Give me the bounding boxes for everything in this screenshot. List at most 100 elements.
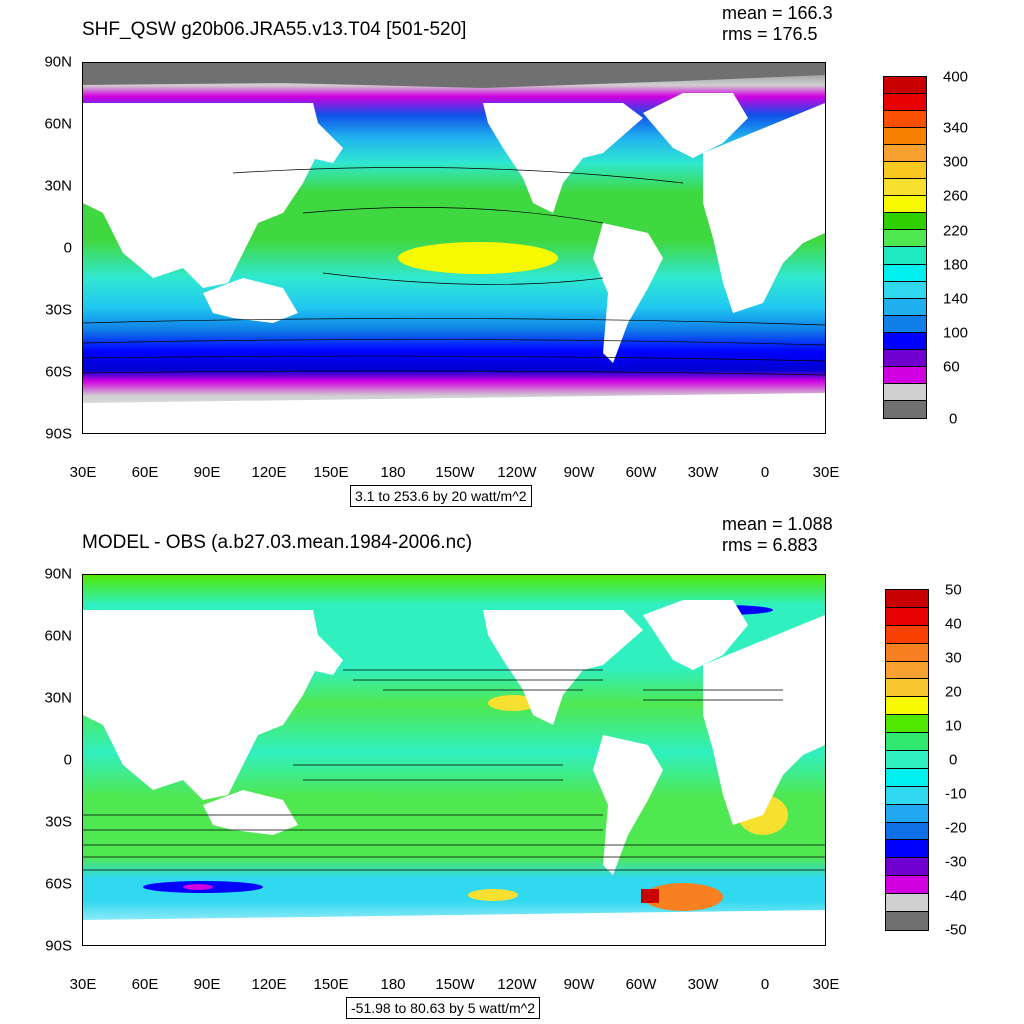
lon-label: 150W [435, 464, 475, 481]
lat-label-90n: 90N [44, 565, 72, 583]
equatorial-max [398, 242, 558, 274]
colorbar-swatch [884, 383, 926, 401]
colorbar-swatch [886, 697, 928, 716]
lon-label: 150E [313, 464, 349, 481]
colorbar-swatch [884, 298, 926, 316]
map-frame [82, 62, 826, 434]
land-mask [83, 93, 825, 433]
colorbar-label: -30 [945, 853, 967, 871]
lon-label: 90W [563, 464, 595, 481]
contour-lines [83, 669, 825, 871]
positive-anomaly [641, 889, 659, 903]
colorbar-swatch [884, 77, 926, 95]
lat-label-60s: 60S [45, 363, 72, 381]
colorbar-swatch [884, 366, 926, 384]
lon-label: 30E [812, 464, 840, 481]
mean-label: mean = 166.3 [722, 3, 833, 23]
rms-label: rms = 6.883 [722, 535, 818, 555]
lon-label: 60W [625, 464, 657, 481]
colorbar-swatch [886, 733, 928, 752]
lon-label: 120E [251, 464, 287, 481]
lon-label: 120E [251, 976, 287, 993]
colorbar-label: 220 [943, 222, 969, 240]
field-map [83, 63, 825, 433]
panel-model-minus-obs: MODEL - OBS (a.b27.03.mean.1984-2006.nc)… [0, 512, 1024, 1024]
lon-label: 90E [193, 976, 221, 993]
colorbar-swatch [884, 264, 926, 282]
colorbar-swatch [884, 162, 926, 180]
colorbar-swatch [884, 400, 926, 418]
lon-label: 90E [193, 464, 221, 481]
colorbar-swatch [886, 858, 928, 877]
colorbar-swatch [886, 715, 928, 734]
colorbar-swatch [886, 768, 928, 787]
colorbar-swatch [886, 590, 928, 608]
colorbar-swatch [886, 876, 928, 895]
lon-label: 90W [563, 976, 595, 993]
colorbar-swatch [884, 281, 926, 299]
panel-shf-qsw: SHF_QSW g20b06.JRA55.v13.T04 [501-520] m… [44, 3, 969, 507]
colorbar-label: 140 [943, 290, 969, 308]
colorbar-swatch [884, 349, 926, 367]
lat-label-90s: 90S [45, 425, 72, 443]
difference-map [83, 575, 825, 945]
positive-anomaly [468, 889, 518, 901]
colorbar-label: 50 [945, 581, 962, 599]
colorbar-swatch [884, 213, 926, 231]
colorbar-swatch [884, 145, 926, 163]
colorbar-label: 260 [943, 187, 969, 205]
rms-label: rms = 176.5 [722, 24, 818, 44]
positive-anomaly [488, 695, 538, 711]
mean-label: mean = 1.088 [722, 514, 833, 534]
colorbar-label: 20 [945, 683, 962, 701]
colorbar-swatch [886, 643, 928, 662]
lat-label-30n: 30N [44, 177, 72, 195]
colorbar-label: 10 [945, 717, 962, 735]
lat-label-60n: 60N [44, 627, 72, 645]
lon-label: 150W [435, 976, 475, 993]
lon-label: 30E [69, 464, 97, 481]
colorbar [883, 76, 927, 419]
lon-label: 120W [497, 464, 537, 481]
lon-label: 150E [313, 976, 349, 993]
colorbar-swatch [886, 804, 928, 823]
colorbar-label: -10 [945, 785, 967, 803]
lat-label-90n: 90N [44, 53, 72, 71]
colorbar-swatch [884, 315, 926, 333]
colorbar-label: 100 [943, 324, 969, 342]
colorbar-swatch [884, 196, 926, 214]
colorbar-swatch [886, 822, 928, 841]
plot-title: MODEL - OBS (a.b27.03.mean.1984-2006.nc) [82, 532, 473, 553]
lat-label-30s: 30S [45, 301, 72, 319]
arctic-ice [83, 63, 825, 88]
colorbar-label: 0 [949, 410, 958, 428]
colorbar-label: 0 [949, 751, 958, 769]
lon-label: 0 [760, 976, 770, 993]
colorbar-label: -50 [945, 921, 967, 939]
colorbar-swatch [886, 912, 928, 930]
lon-label: 0 [760, 464, 770, 481]
colorbar-label: -40 [945, 887, 967, 905]
colorbar-swatch [886, 625, 928, 644]
map-frame [82, 574, 826, 946]
lat-label-60n: 60N [44, 115, 72, 133]
colorbar [885, 589, 929, 931]
plot-title: SHF_QSW g20b06.JRA55.v13.T04 [501-520] [82, 19, 467, 40]
colorbar-label: 300 [943, 153, 969, 171]
colorbar-label: 40 [945, 615, 962, 633]
lat-label-60s: 60S [45, 875, 72, 893]
colorbar-label: -20 [945, 819, 967, 837]
colorbar-swatch [884, 179, 926, 197]
colorbar-swatch [884, 94, 926, 112]
lat-label-0: 0 [63, 239, 72, 257]
lat-label-0: 0 [63, 751, 72, 769]
colorbar-label: 30 [945, 649, 962, 667]
stats-block: mean = 1.088 rms = 6.883 [722, 514, 833, 556]
colorbar-swatch [886, 679, 928, 698]
lon-label: 30E [812, 976, 840, 993]
colorbar-swatch [886, 840, 928, 859]
colorbar-swatch [884, 111, 926, 129]
contour-info-box: 3.1 to 253.6 by 20 watt/m^2 [350, 485, 532, 507]
lon-label: 120W [497, 976, 537, 993]
colorbar-swatch [884, 332, 926, 350]
